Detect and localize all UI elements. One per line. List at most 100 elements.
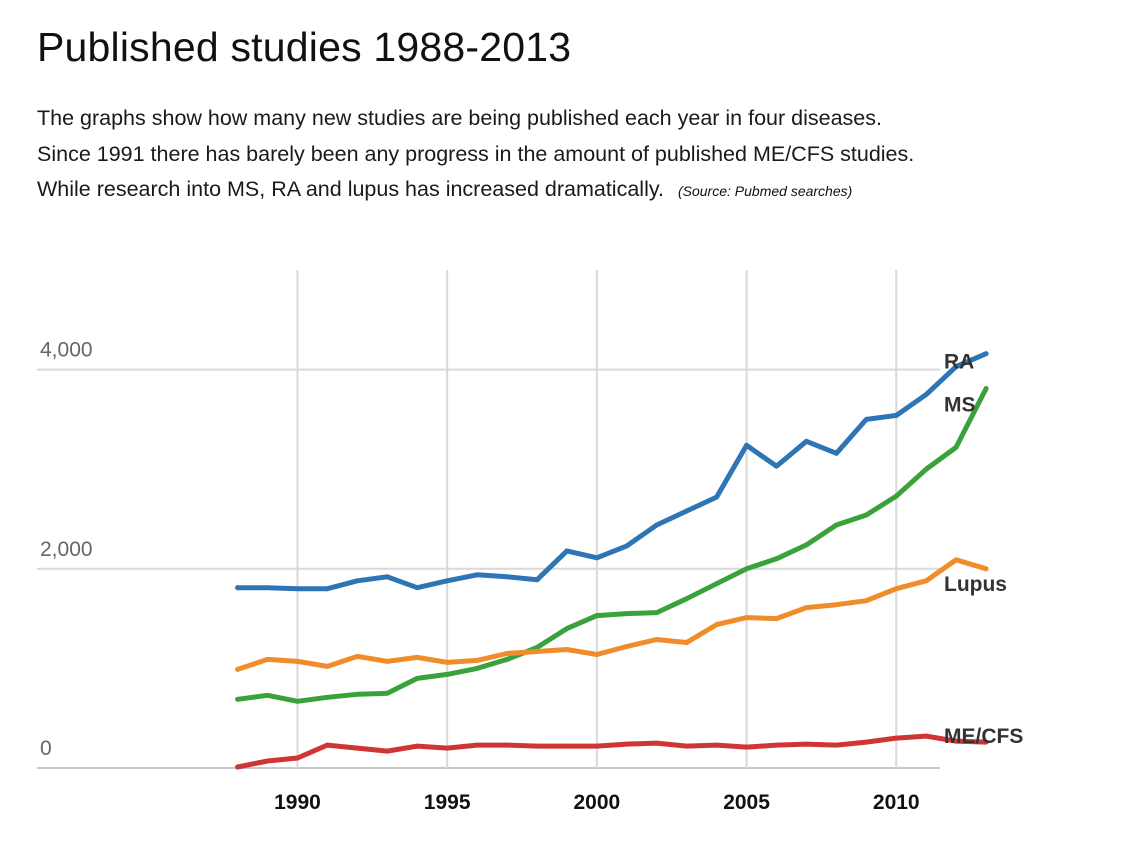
data-point-lupus-2000 [594,652,600,657]
data-point-me-cfs-1991 [325,742,330,748]
data-point-ra-2007 [804,438,809,444]
data-point-ms-2006 [774,556,779,562]
data-point-lupus-1991 [325,664,330,669]
data-point-me-cfs-1996 [474,742,480,748]
data-point-ms-2004 [714,581,719,587]
data-point-ra-1994 [414,585,420,591]
data-point-ra-2000 [594,555,600,561]
data-point-ra-2013 [983,351,989,357]
data-point-ra-1999 [564,548,570,554]
data-point-lupus-1995 [444,660,450,665]
description-line-1: The graphs show how many new studies are… [37,106,882,130]
y-tick-label-4000: 4,000 [40,339,93,362]
data-point-ra-2011 [923,392,929,397]
data-point-ra-1991 [325,586,330,592]
data-point-ms-1988 [235,696,241,702]
data-point-ms-2011 [923,466,929,472]
y-tick-label-0: 0 [40,737,52,760]
series-line-ms [235,386,989,704]
data-point-me-cfs-2011 [923,733,929,739]
data-point-lupus-1997 [504,651,510,656]
data-point-ra-2008 [834,450,839,456]
data-point-ms-1992 [354,691,360,697]
data-point-me-cfs-1988 [235,764,241,770]
x-tick-label-2005: 2005 [723,791,770,814]
data-point-ms-1999 [564,626,570,631]
data-point-lupus-2001 [624,644,630,649]
data-point-me-cfs-1994 [414,743,420,749]
data-point-lupus-1988 [235,667,241,672]
data-point-ra-2005 [744,442,749,448]
series-label-ms: MS [944,394,976,417]
data-point-me-cfs-1999 [564,743,570,749]
data-point-me-cfs-2004 [714,742,719,748]
data-point-lupus-2010 [893,586,899,592]
data-point-me-cfs-2005 [744,744,749,750]
chart-title: Published studies 1988-2013 [37,24,572,70]
data-point-lupus-1993 [384,659,390,664]
data-point-ms-2005 [744,566,749,572]
y-tick-label-2000: 2,000 [40,538,93,561]
data-point-lupus-2011 [923,578,929,584]
data-point-ra-1992 [354,578,360,584]
data-point-me-cfs-1989 [265,758,270,764]
data-point-lupus-1999 [564,647,570,652]
data-point-ms-2013 [983,386,989,391]
data-point-me-cfs-1995 [444,745,450,751]
data-point-lupus-1992 [354,654,360,659]
data-point-ms-2007 [804,542,809,548]
data-point-ms-1993 [384,690,390,696]
data-point-me-cfs-2000 [594,743,600,749]
data-point-lupus-2009 [863,598,869,604]
data-point-me-cfs-2006 [774,742,779,748]
data-point-lupus-1996 [474,658,480,663]
source-note: (Source: Pubmed searches) [677,183,853,199]
series-label-me-cfs: ME/CFS [944,725,1023,748]
grid [37,270,940,769]
data-point-me-cfs-2012 [953,738,959,744]
data-point-me-cfs-1990 [295,755,300,761]
data-point-ra-2004 [714,494,719,500]
data-point-lupus-2004 [714,622,719,627]
data-point-lupus-1998 [534,649,540,654]
data-point-ms-2010 [893,493,899,499]
description-line-3-wrap: While research into MS, RA and lupus has… [37,172,1117,210]
description-line-2: Since 1991 there has barely been any pro… [37,141,915,166]
data-point-me-cfs-2008 [834,742,839,748]
data-point-lupus-2012 [953,557,959,563]
data-point-ra-1993 [384,574,390,580]
data-point-ms-2001 [624,611,630,616]
data-point-me-cfs-1992 [354,745,360,751]
data-point-ms-1996 [474,666,480,671]
data-point-lupus-1994 [414,655,420,660]
data-point-ra-1997 [504,574,510,580]
y-axis-ticks: 0 2,000 4,000 [40,339,93,760]
series-labels: RA MS Lupus ME/CFS [944,351,1023,748]
data-point-ra-2002 [654,522,660,528]
data-point-me-cfs-1998 [534,743,540,749]
x-tick-label-1995: 1995 [424,791,471,814]
data-point-ra-1989 [265,585,270,591]
data-point-ms-2008 [834,522,839,528]
x-tick-label-2000: 2000 [574,791,621,814]
data-point-lupus-1990 [295,659,300,664]
data-point-lupus-1989 [265,657,270,662]
data-point-ms-2002 [654,610,660,615]
data-point-ra-2009 [863,417,869,422]
data-point-lupus-2003 [684,640,690,645]
series-line-me-cfs [235,733,989,770]
data-point-ms-1998 [534,645,540,650]
series-label-ra: RA [944,351,974,374]
data-point-me-cfs-1997 [504,742,510,748]
data-point-lupus-2006 [774,616,779,621]
series-label-lupus: Lupus [944,573,1007,596]
data-point-ms-1995 [444,672,450,677]
data-point-me-cfs-2002 [654,740,660,746]
data-point-ms-1997 [504,657,510,662]
data-point-ra-1996 [474,572,480,578]
data-point-ra-2001 [624,543,630,549]
data-point-lupus-2013 [983,566,989,572]
data-point-me-cfs-2001 [624,741,630,747]
data-point-lupus-2005 [744,615,749,620]
